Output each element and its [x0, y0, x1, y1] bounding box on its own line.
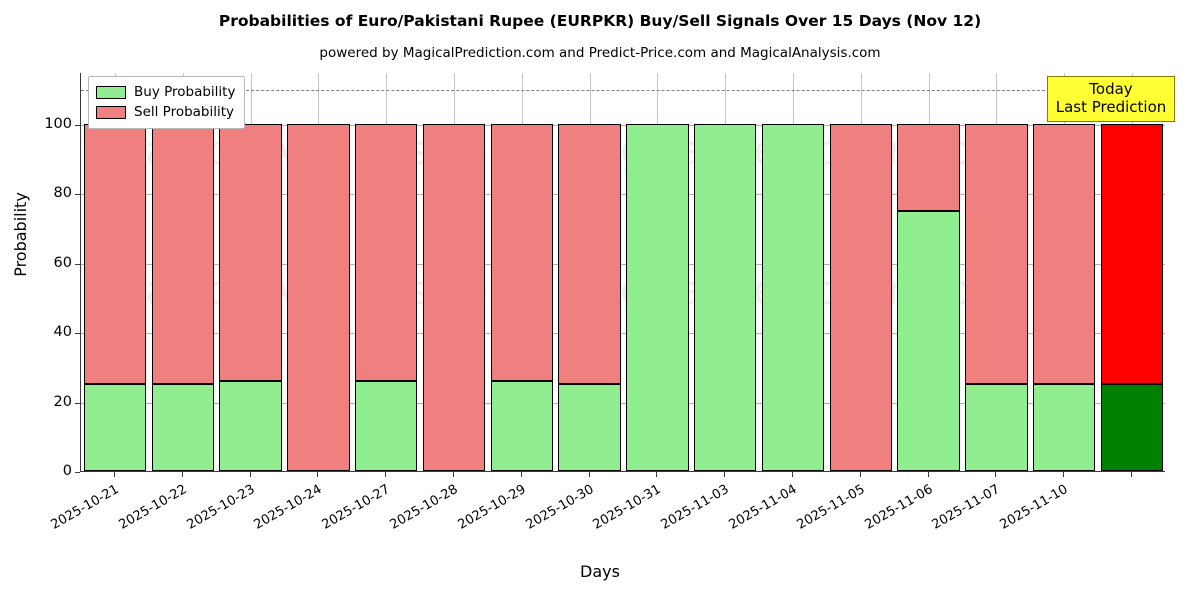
- bar-group[interactable]: [354, 72, 418, 471]
- bar-segment-buy[interactable]: [761, 124, 825, 471]
- bar-segment-sell[interactable]: [965, 124, 1028, 385]
- legend-label-sell: Sell Probability: [134, 104, 235, 120]
- x-axis-tick: [589, 472, 590, 477]
- y-axis-tick: [75, 125, 80, 126]
- bar-group[interactable]: [897, 72, 960, 471]
- bar-segment-buy[interactable]: [151, 384, 214, 471]
- bar-segment-buy[interactable]: [83, 384, 147, 471]
- bar-group[interactable]: [829, 72, 893, 471]
- y-axis-tick-label: 20: [53, 393, 72, 410]
- x-axis-tick: [656, 472, 657, 477]
- today-annotation-line2: Last Prediction: [1055, 97, 1167, 116]
- bar-group[interactable]: [422, 72, 486, 471]
- x-axis-tick: [317, 472, 318, 477]
- x-axis-tick: [250, 472, 251, 477]
- bar-segment-sell[interactable]: [490, 124, 553, 381]
- x-axis-tick: [860, 472, 861, 477]
- x-axis-tick: [453, 472, 454, 477]
- gridline-horizontal: [81, 402, 1165, 404]
- bar-segment-buy[interactable]: [558, 384, 621, 471]
- bar-segment-buy[interactable]: [694, 124, 757, 471]
- bar-segment-buy[interactable]: [626, 124, 689, 471]
- bar-segment-buy[interactable]: [490, 380, 553, 471]
- chart-title: Probabilities of Euro/Pakistani Rupee (E…: [218, 12, 982, 30]
- bar-segment-buy[interactable]: [1033, 384, 1096, 471]
- gridline-horizontal: [81, 333, 1165, 335]
- y-axis-tick-label: 0: [62, 463, 72, 479]
- y-axis-tick: [75, 472, 80, 473]
- bar-group[interactable]: [761, 72, 825, 471]
- bar-segment-sell[interactable]: [1100, 124, 1164, 385]
- bar-segment-sell[interactable]: [897, 124, 960, 211]
- gridline-horizontal: [81, 194, 1165, 196]
- y-axis-tick-label: 100: [44, 116, 72, 133]
- y-axis-tick: [75, 333, 80, 334]
- bar-segment-buy[interactable]: [1100, 384, 1164, 471]
- legend-swatch-buy: [96, 85, 126, 99]
- bar-group[interactable]: [490, 72, 553, 471]
- chart-subtitle: powered by MagicalPrediction.com and Pre…: [319, 45, 881, 61]
- plot-inner: MagicalAnalysis.comMagicalPrediction.com…: [81, 73, 1165, 471]
- bar-group[interactable]: [694, 72, 757, 471]
- bar-group[interactable]: [287, 72, 350, 471]
- x-axis-tick: [1063, 472, 1064, 477]
- x-axis-label: Days: [580, 562, 620, 581]
- x-axis-tick: [792, 472, 793, 477]
- bar-group[interactable]: [1033, 72, 1096, 471]
- chart-legend: Buy Probability Sell Probability: [88, 76, 246, 129]
- bar-group[interactable]: [151, 72, 214, 471]
- bar-group[interactable]: [83, 72, 147, 471]
- legend-label-buy: Buy Probability: [134, 84, 236, 100]
- x-axis-tick: [114, 472, 115, 477]
- y-axis-tick: [75, 264, 80, 265]
- x-axis-tick: [724, 472, 725, 477]
- plot-area: MagicalAnalysis.comMagicalPrediction.com…: [80, 73, 1165, 472]
- x-axis-tick: [385, 472, 386, 477]
- legend-swatch-sell: [96, 105, 126, 119]
- bar-segment-sell[interactable]: [151, 124, 214, 385]
- legend-item-sell: Sell Probability: [96, 102, 235, 122]
- x-axis-tick: [1131, 472, 1132, 477]
- y-axis-tick: [75, 194, 80, 195]
- bar-segment-sell[interactable]: [422, 124, 486, 471]
- today-annotation-line1: Today: [1089, 80, 1133, 98]
- bar-group[interactable]: [965, 72, 1028, 471]
- y-axis-tick-label: 40: [53, 324, 72, 341]
- bar-segment-sell[interactable]: [219, 124, 282, 381]
- bar-segment-buy[interactable]: [965, 384, 1028, 471]
- bar-segment-buy[interactable]: [354, 380, 418, 471]
- legend-item-buy: Buy Probability: [96, 82, 235, 102]
- reference-dashed-line: [81, 90, 1165, 92]
- x-axis-tick: [928, 472, 929, 477]
- bar-segment-sell[interactable]: [83, 124, 147, 385]
- y-axis-tick-label: 80: [53, 185, 72, 202]
- bar-group[interactable]: [219, 72, 282, 471]
- y-axis-tick: [75, 403, 80, 404]
- y-axis-tick-label: 60: [53, 254, 72, 271]
- x-axis-tick: [521, 472, 522, 477]
- gridline-horizontal: [81, 263, 1165, 265]
- bar-segment-sell[interactable]: [558, 124, 621, 385]
- bar-group[interactable]: [1100, 72, 1164, 471]
- bar-segment-sell[interactable]: [354, 124, 418, 381]
- x-axis-tick: [182, 472, 183, 477]
- gridline-horizontal: [81, 125, 1165, 127]
- bar-group[interactable]: [626, 72, 689, 471]
- bar-group[interactable]: [558, 72, 621, 471]
- x-axis-tick: [995, 472, 996, 477]
- bar-segment-sell[interactable]: [829, 124, 893, 471]
- bar-segment-sell[interactable]: [1033, 124, 1096, 385]
- bar-segment-buy[interactable]: [897, 210, 960, 471]
- bar-segment-buy[interactable]: [219, 380, 282, 471]
- bar-segment-sell[interactable]: [287, 124, 350, 471]
- today-annotation: Today Last Prediction: [1047, 76, 1175, 123]
